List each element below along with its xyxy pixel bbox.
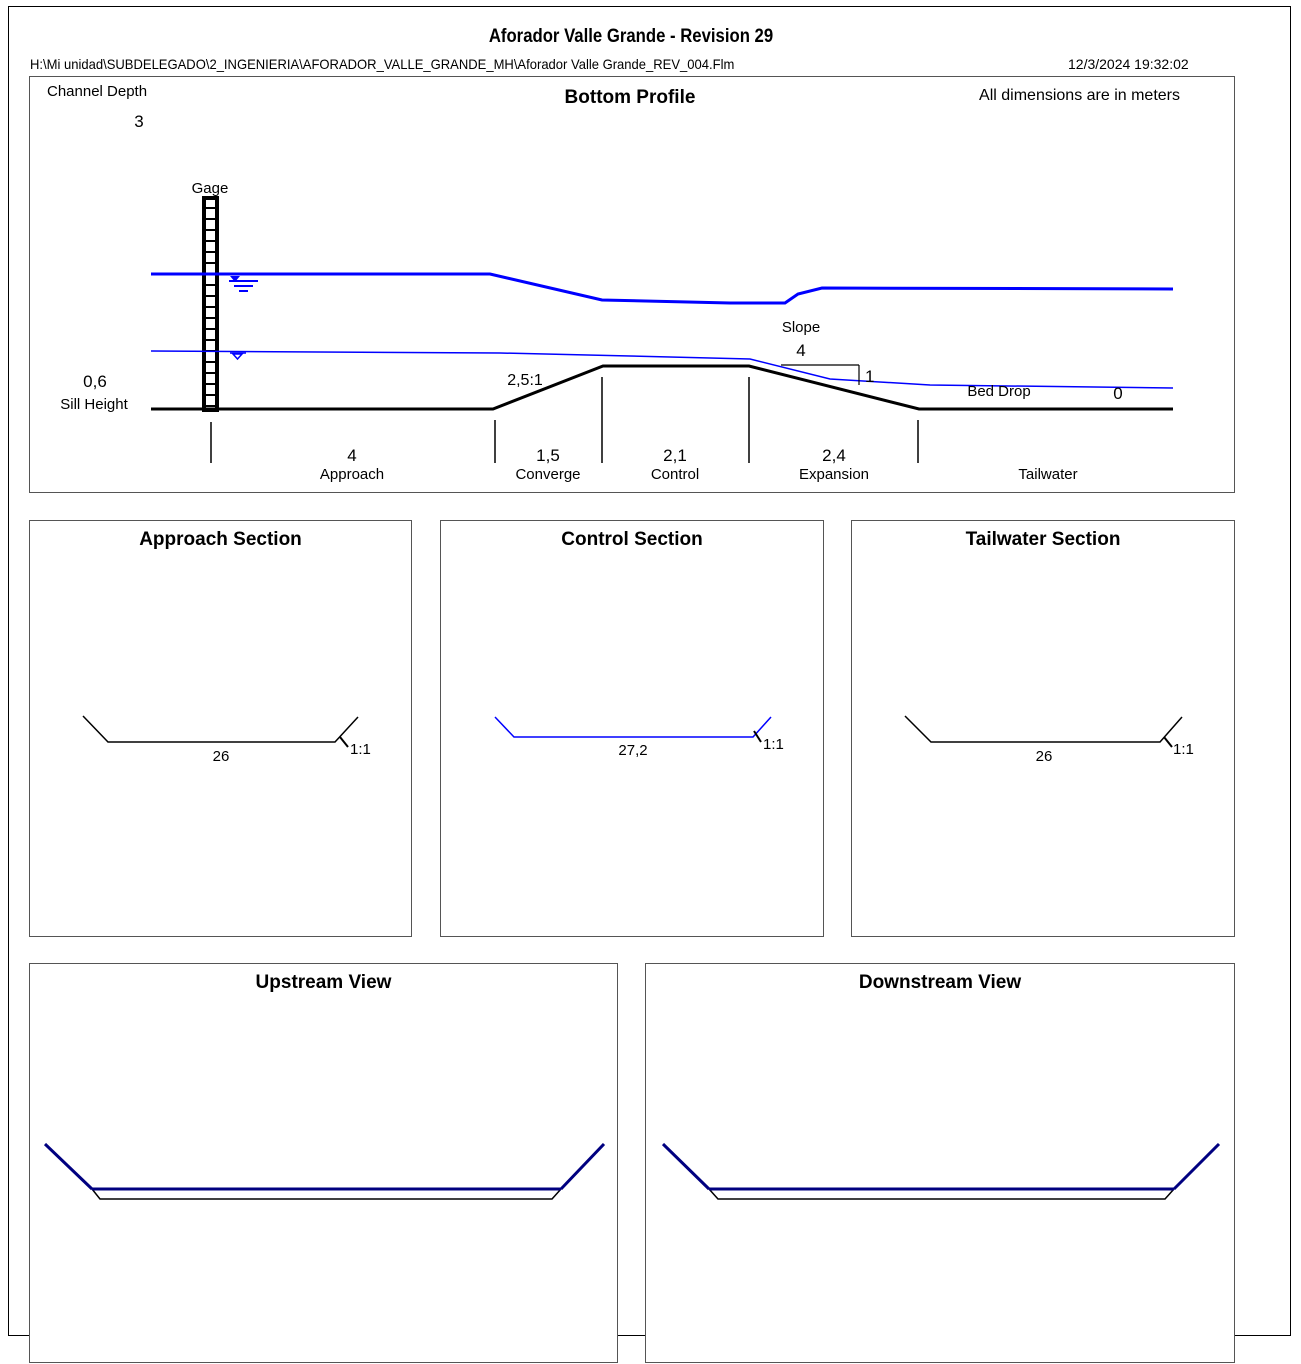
bed-drop-value: 0 [1113, 384, 1122, 403]
approach-slope-tick [339, 736, 349, 748]
upstream-left-bank [43, 1142, 94, 1191]
converge-label: Converge [515, 466, 580, 483]
control-section-drawing: 1:1 27,2 [494, 716, 784, 759]
approach-section-drawing: 1:1 26 [82, 715, 371, 765]
tailwater-slope-tick [1163, 736, 1173, 748]
tailwater-label: Tailwater [1018, 466, 1077, 483]
profile-title: Bottom Profile [565, 87, 696, 108]
channel-depth-value: 3 [134, 112, 143, 131]
bottom-profile-drawing: Channel Depth 3 Bottom Profile All dimen… [47, 83, 1180, 483]
approach-section-title: Approach Section [139, 529, 302, 550]
upper-water-surface [151, 272, 1174, 305]
tailwater-section-panel: Tailwater Section 1:1 26 [851, 520, 1235, 937]
tailwater-bottom-width: 26 [1036, 748, 1053, 765]
expansion-length: 2,4 [822, 446, 846, 465]
segment-labels: 4 Approach 1,5 Converge 2,1 Control 2,4 … [320, 446, 1078, 483]
downstream-view-title: Downstream View [858, 972, 1022, 993]
control-length: 2,1 [663, 446, 687, 465]
slope-rise: 1 [865, 367, 874, 386]
upstream-view-drawing [43, 1142, 606, 1200]
channel-bed [151, 364, 1173, 411]
tailwater-section-title: Tailwater Section [965, 529, 1121, 550]
tailwater-section-outline [904, 715, 1183, 743]
timestamp: 12/3/2024 19:32:02 [1068, 56, 1189, 72]
tailwater-side-slope: 1:1 [1173, 741, 1194, 758]
slope-triangle [781, 364, 860, 385]
upstream-channel-outline [91, 1188, 562, 1200]
channel-depth-label: Channel Depth [47, 83, 147, 100]
lower-water-surface [150, 350, 1174, 389]
upstream-view-panel: Upstream View [29, 963, 618, 1363]
tailwater-section-drawing: 1:1 26 [904, 715, 1194, 765]
control-slope-tick [753, 730, 762, 743]
file-path: H:\Mi unidad\SUBDELEGADO\2_INGENIERIA\AF… [30, 56, 735, 72]
approach-section-outline [82, 715, 359, 743]
converge-length: 1,5 [536, 446, 560, 465]
bottom-profile-panel: Channel Depth 3 Bottom Profile All dimen… [29, 76, 1235, 493]
gage-staff [202, 196, 219, 412]
control-bottom-width: 27,2 [618, 742, 647, 759]
approach-side-slope: 1:1 [350, 741, 371, 758]
downstream-right-bank [1172, 1142, 1221, 1191]
water-level-symbol-lower [230, 352, 246, 361]
approach-label: Approach [320, 466, 384, 483]
upstream-view-title: Upstream View [255, 972, 392, 993]
upstream-right-bank [559, 1142, 606, 1191]
control-section-panel: Control Section 1:1 27,2 [440, 520, 824, 937]
sill-height-value: 0,6 [83, 372, 107, 391]
control-section-outline [494, 716, 772, 738]
control-side-slope: 1:1 [763, 736, 784, 753]
approach-length: 4 [347, 446, 356, 465]
water-level-symbol-upper [229, 276, 258, 292]
converge-ratio: 2,5:1 [507, 372, 543, 389]
units-note: All dimensions are in meters [979, 87, 1180, 104]
downstream-view-drawing [661, 1142, 1221, 1200]
sill-height-label: Sill Height [60, 396, 128, 413]
expansion-label: Expansion [799, 466, 869, 483]
page-title: Aforador Valle Grande - Revision 29 [488, 26, 774, 47]
slope-label: Slope [782, 319, 820, 336]
slope-run: 4 [796, 341, 805, 360]
approach-bottom-width: 26 [213, 748, 230, 765]
downstream-left-bank [661, 1142, 711, 1191]
segment-dividers [210, 377, 919, 463]
control-label: Control [651, 466, 699, 483]
approach-section-panel: Approach Section 1:1 26 [29, 520, 412, 937]
control-section-title: Control Section [561, 529, 703, 550]
bed-drop-label: Bed Drop [967, 383, 1030, 400]
downstream-channel-outline [708, 1188, 1175, 1200]
gage-label: Gage [192, 180, 229, 197]
downstream-view-panel: Downstream View [645, 963, 1235, 1363]
